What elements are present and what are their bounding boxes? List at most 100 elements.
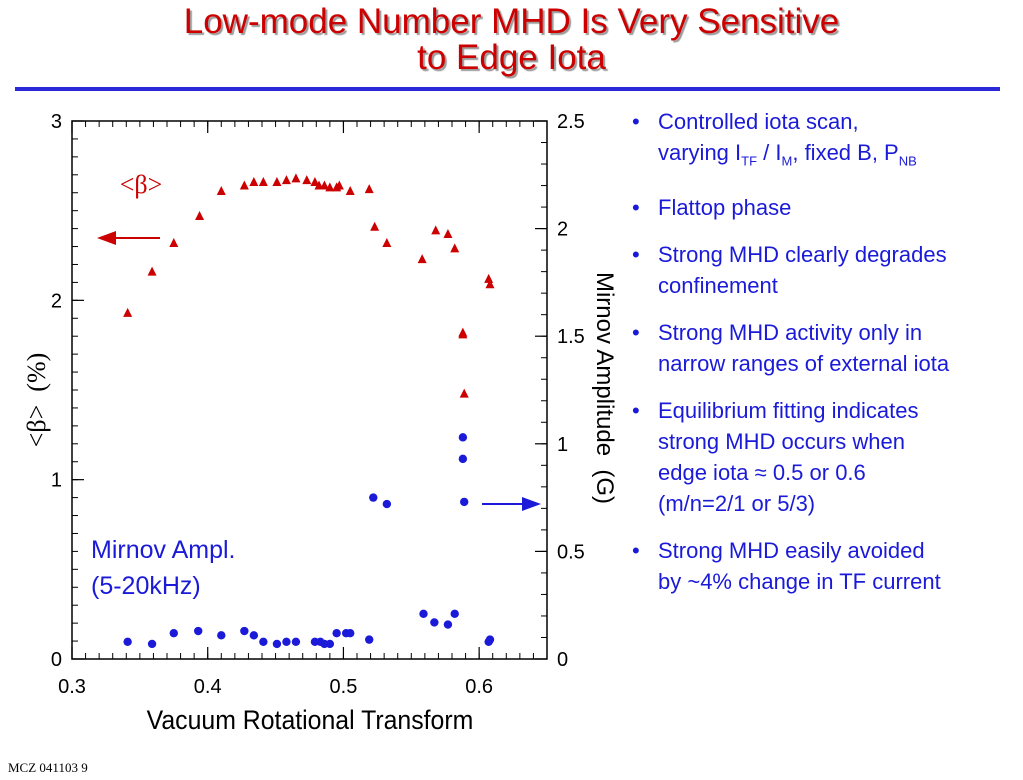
mirnov-data-point [382, 499, 392, 509]
mirnov-data-point [325, 639, 335, 649]
bullet-text: Strong MHD activity only in [658, 320, 923, 346]
mirnov-data-point [123, 637, 132, 646]
beta-data-point [281, 175, 291, 185]
mirnov-data-point [217, 631, 226, 640]
subscript-m: M [781, 153, 793, 169]
beta-data-point [450, 243, 460, 253]
x-axis-label: Vacuum Rotational Transform [147, 706, 474, 735]
mirnov-data-point [443, 620, 453, 629]
subscript-tf: TF [741, 153, 758, 169]
mirnov-data-point [346, 628, 355, 638]
beta-data-point [485, 279, 495, 289]
x-tick-label: 0.3 [58, 676, 86, 698]
bullet-flattop: • Flattop phase [630, 192, 1020, 223]
bullet-text: Equilibrium fitting indicates [658, 398, 919, 424]
beta-data-point [258, 176, 268, 186]
bullet-dot: • [632, 320, 640, 346]
mirnov-data-point [460, 497, 469, 507]
mirnov-data-point [365, 635, 374, 644]
title-underline [15, 87, 1000, 91]
bullet-text-continued: (m/n=2/1 or 5/3) [658, 491, 816, 517]
axis-ticks: 0.3 0.4 0.5 0.6 0 1 2 3 0 0.5 1 1.5 2 2.5 [51, 111, 585, 698]
slide-footer: MCZ 041103 9 [8, 760, 88, 775]
mirnov-data-point [240, 626, 249, 636]
beta-data-point [484, 273, 494, 283]
x-tick-label: 0.5 [330, 676, 358, 698]
beta-data-point [169, 237, 179, 247]
beta-data-point [272, 176, 282, 186]
beta-data-point [216, 185, 226, 195]
mirnov-data-point [450, 609, 459, 619]
left-arrow [97, 231, 160, 245]
bullet-dot: • [632, 398, 640, 424]
bullet-text-continued: varying ITF / IM, fixed B, PNB [658, 137, 1020, 176]
y-right-tick-label: 1.5 [557, 326, 585, 348]
mirnov-data-point [458, 433, 468, 442]
mirnov-data-point [249, 631, 259, 640]
bullet-list: • Controlled iota scan, varying ITF / IM… [630, 106, 1020, 613]
mirnov-data-point [332, 628, 341, 638]
mirnov-data-point [194, 626, 203, 636]
slide-title: Low-mode Number MHD Is Very Sensitive to… [0, 4, 1023, 76]
mirnov-data-point [369, 493, 378, 502]
bullet-text: Flattop phase [658, 195, 792, 221]
bullet-narrow-ranges: • Strong MHD activity only in narrow ran… [630, 317, 1020, 379]
mirnov-annotation-line-1: Mirnov Ampl. [91, 536, 235, 564]
bullet-dot: • [632, 195, 640, 221]
bullet-text-part: , fixed B, P [792, 140, 899, 165]
mirnov-data-point [282, 637, 291, 646]
beta-data-point [319, 180, 329, 190]
subscript-nb: NB [898, 153, 917, 169]
beta-annotation: <β> [120, 170, 163, 199]
mirnov-data-point [485, 635, 495, 644]
beta-data-point [325, 182, 335, 192]
y-right-tick-label: 2 [557, 219, 568, 241]
mirnov-annotation-line-2: (5-20kHz) [91, 572, 201, 600]
y-right-tick-label: 0 [557, 649, 568, 671]
beta-data-point [370, 221, 380, 231]
beta-data-point [382, 237, 392, 247]
y-right-tick-label: 0.5 [557, 541, 585, 563]
beta-data-point [458, 329, 468, 339]
beta-data-point [417, 254, 427, 264]
bullet-equilibrium: • Equilibrium fitting indicates strong M… [630, 395, 1020, 519]
beta-data-point [459, 388, 469, 398]
right-arrow [482, 497, 541, 511]
mirnov-data-point [259, 637, 268, 646]
beta-data-point [195, 211, 205, 221]
bullet-text: Strong MHD easily avoided [658, 538, 925, 564]
bullet-iota-scan: • Controlled iota scan, varying ITF / IM… [630, 106, 1020, 176]
bullet-avoided: • Strong MHD easily avoided by ~4% chang… [630, 535, 1020, 597]
bullet-text-continued: edge iota ≈ 0.5 or 0.6 [658, 460, 866, 486]
mirnov-data-point [458, 454, 468, 464]
mirnov-data-point [430, 618, 439, 627]
beta-data-point [364, 184, 374, 194]
bullet-text-part: varying I [658, 140, 742, 165]
title-line-1: Low-mode Number MHD Is Very Sensitive [183, 2, 840, 41]
mirnov-data-point [291, 637, 301, 646]
y-left-tick-label: 1 [51, 470, 62, 492]
mirnov-data-point [147, 639, 157, 649]
bullet-text-continued: by ~4% change in TF current [658, 569, 941, 595]
bullet-text-continued: confinement [658, 273, 778, 299]
bullet-text-part: / I [757, 140, 782, 165]
bullet-dot: • [632, 109, 640, 134]
bullet-text: Controlled iota scan, [658, 109, 859, 134]
beta-data-point [310, 176, 320, 186]
beta-data-point [239, 180, 249, 190]
beta-data-point [443, 228, 453, 238]
y-axis-label-left: <β> (%) [22, 353, 51, 448]
beta-data-point [291, 173, 301, 183]
y-left-tick-label: 3 [51, 111, 62, 133]
data-marks [123, 173, 495, 649]
y-right-tick-label: 2.5 [557, 111, 585, 133]
beta-data-point [334, 180, 344, 190]
beta-data-point [249, 176, 259, 186]
beta-data-point [431, 225, 441, 235]
x-tick-label: 0.6 [465, 676, 493, 698]
beta-data-point [302, 175, 312, 185]
y-left-tick-label: 0 [51, 649, 62, 671]
bullet-dot: • [632, 242, 640, 268]
y-axis-label-right: Mirnov Amplitude (G) [591, 272, 618, 504]
